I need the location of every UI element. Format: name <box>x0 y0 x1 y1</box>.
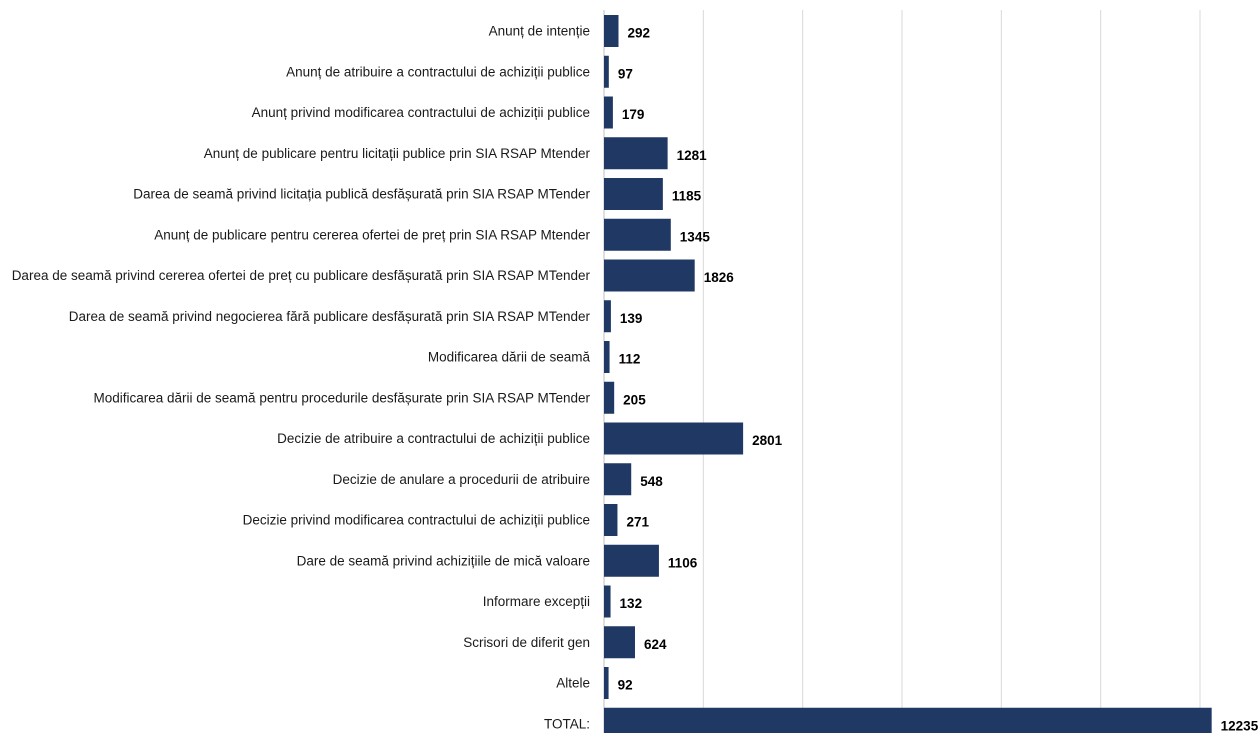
category-label: Scrisori de diferit gen <box>463 635 590 650</box>
bar <box>604 626 635 659</box>
bar <box>604 422 744 455</box>
category-label: Decizie de atribuire a contractului de a… <box>277 431 590 446</box>
value-label: 548 <box>640 474 663 489</box>
bars <box>604 15 1212 733</box>
bar <box>604 218 671 251</box>
value-label: 12235 <box>1221 718 1259 733</box>
value-label: 1281 <box>677 148 708 163</box>
category-label: Decizie de anulare a procedurii de atrib… <box>333 472 590 487</box>
bar <box>604 178 663 210</box>
category-label: Darea de seamă privind cererea ofertei d… <box>12 268 591 283</box>
bar <box>604 544 659 577</box>
value-label: 2801 <box>752 433 783 448</box>
category-label: Anunț privind modificarea contractului d… <box>252 105 590 120</box>
value-label: 132 <box>620 596 643 611</box>
value-label: 1106 <box>668 555 698 570</box>
bar <box>604 96 613 129</box>
value-label: 271 <box>626 515 649 530</box>
bar <box>604 381 615 414</box>
value-label: 97 <box>618 66 633 81</box>
value-labels: 292 97 179 1281 1185 1345 1826 139 112 205 2801 548… <box>618 26 1259 733</box>
category-label: Modificarea dării de seamă <box>428 350 591 365</box>
category-label: Anunț de atribuire a contractului de ach… <box>286 64 590 79</box>
bar <box>604 707 1212 733</box>
bar <box>604 341 610 373</box>
bar <box>604 667 609 699</box>
category-label: Dare de seamă privind achizițiile de mic… <box>297 553 590 568</box>
category-label: Altele <box>556 676 590 691</box>
value-label: 179 <box>622 107 645 122</box>
value-label: 624 <box>644 637 667 652</box>
category-label: Darea de seamă privind licitația publică… <box>133 187 590 202</box>
category-label: Modificarea dării de seamă pentru proced… <box>93 390 590 405</box>
bar <box>604 137 668 170</box>
category-label: Informare excepții <box>483 594 590 609</box>
value-label: 1345 <box>680 229 711 244</box>
value-label: 112 <box>619 352 641 367</box>
category-label: TOTAL: <box>544 716 590 731</box>
category-label: Darea de seamă privind negocierea fără p… <box>69 309 591 324</box>
category-label: Decizie privind modificarea contractului… <box>243 513 590 528</box>
gridlines <box>603 10 1201 733</box>
bar <box>604 463 632 496</box>
bar <box>604 585 611 618</box>
value-label: 92 <box>618 678 633 693</box>
value-label: 292 <box>628 26 651 41</box>
value-label: 1826 <box>704 270 735 285</box>
category-label: Anunț de publicare pentru cererea oferte… <box>154 227 590 242</box>
bar <box>604 15 619 47</box>
category-label: Anunț de intenție <box>489 24 590 39</box>
value-label: 1185 <box>672 189 702 204</box>
bar <box>604 259 695 292</box>
bar <box>604 55 609 88</box>
category-labels: Anunț de intenție Anunț de atribuire a co… <box>12 24 591 732</box>
bar <box>604 300 611 333</box>
bar <box>604 504 618 536</box>
category-label: Anunț de publicare pentru licitații publ… <box>204 146 591 161</box>
value-label: 139 <box>620 311 643 326</box>
value-label: 205 <box>623 392 646 407</box>
